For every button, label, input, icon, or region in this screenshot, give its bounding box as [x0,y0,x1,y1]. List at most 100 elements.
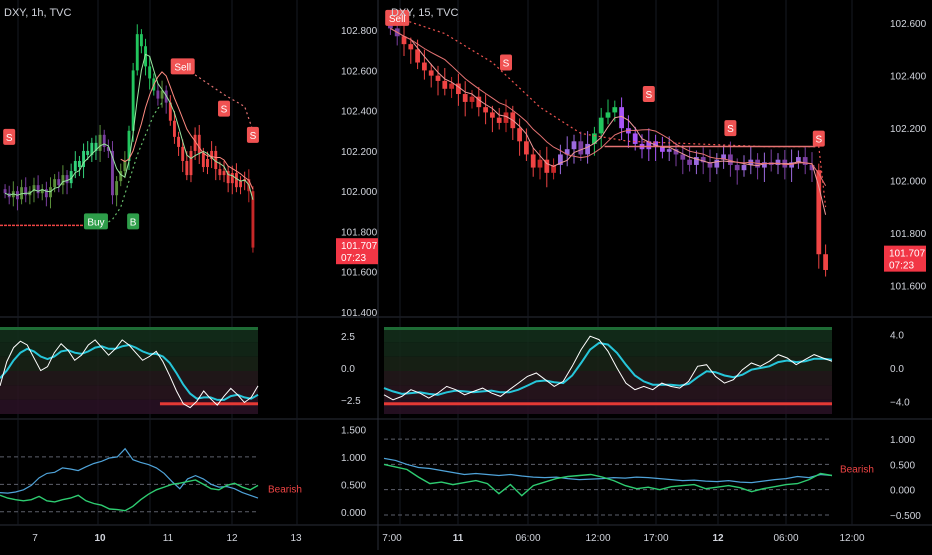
candle [619,107,624,129]
candle [673,149,679,155]
signal-buy [127,213,140,230]
last-price-timer: 07:23 [889,261,914,272]
y-tick-label: 102.400 [341,107,378,118]
candle [181,146,185,161]
candle [775,159,781,165]
signal-sell-label: Sell [174,62,191,73]
candle [762,162,767,168]
candle [65,175,69,184]
ma-fast-line [4,53,254,200]
bearish-annotation: Bearish [840,464,874,475]
signal-sell-label: S [221,105,228,116]
candle [172,120,176,137]
candle [32,185,36,192]
oscillator-top-strip [0,327,258,330]
candle [802,157,808,165]
candle [626,128,631,134]
last-price-timer: 07:23 [341,253,366,264]
candle [36,185,40,194]
x-tick-label: 12:00 [585,533,610,544]
candle [251,191,255,248]
trail-stop-red [182,65,254,131]
ma-slow-line [390,27,827,186]
y-tick-label: 1.500 [341,425,366,436]
oscillator-low-strip [384,402,832,406]
candle [714,159,720,168]
signal-sell-label: S [250,131,257,142]
candle [796,157,801,163]
signal-sell [246,126,259,143]
candle [218,169,222,176]
candle [156,90,160,99]
candle [106,146,110,151]
candle [69,171,73,184]
candle [456,83,461,95]
candle [239,181,242,188]
oscillator-main-line [0,339,259,409]
candle [449,83,454,89]
candle [86,150,90,155]
signal-sell [642,86,655,103]
y-tick-label: 4.0 [890,331,904,342]
oscillator-band [0,385,258,400]
candle [462,94,468,102]
candle [592,133,597,144]
bearish-annotation: Bearish [268,484,302,495]
left-chart-title: DXY, 1h, TVC [4,7,72,19]
candle [119,171,123,182]
trail-stop-green [99,102,163,228]
y-tick-label: 101.400 [341,308,378,319]
candle [98,134,102,151]
candle [476,96,482,108]
x-tick-label: 13 [290,533,302,544]
signal-sell [3,128,16,145]
candle [49,187,52,198]
y-tick-label: 102.800 [341,26,378,37]
y-tick-label: 102.200 [890,124,927,135]
y-tick-label: 101.600 [341,268,378,279]
candle [73,161,77,172]
signal-sell [500,54,512,71]
candle [422,62,427,71]
candle [428,70,434,76]
oscillator-low-strip [159,402,258,406]
lower-series-b [0,479,259,512]
candle [496,117,502,123]
signal-buy-label: B [130,217,137,228]
candle [44,189,48,198]
candle [632,133,638,144]
oscillator-band [384,371,832,386]
candle [666,149,672,152]
candle [234,173,238,188]
candle [131,70,135,131]
candle [210,150,214,159]
candle [789,162,794,168]
x-tick-label: 10 [94,533,106,544]
candle [24,187,28,196]
candle [94,142,98,151]
candle [189,150,193,176]
y-tick-label: 0.0 [341,364,355,375]
candle [206,158,209,168]
oscillator-band [0,342,258,357]
last-price-box [336,238,378,265]
x-tick-label: 7 [32,533,38,544]
signal-sell [170,58,195,75]
last-price-value: 101.707 [341,241,378,252]
oscillator-band [384,328,832,343]
trail-stop-red [390,14,827,208]
candle [728,154,733,165]
y-tick-label: 0.500 [890,460,915,471]
oscillator-band [384,342,832,357]
candle [680,154,686,160]
right-chart-title: DXY, 15, TVC [391,7,459,19]
candle [177,136,181,147]
y-tick-label: 102.000 [890,177,927,188]
signal-buy-label: Buy [87,217,104,228]
candle [214,150,218,170]
candle [90,142,94,155]
candle [537,159,543,168]
candle [168,102,172,121]
